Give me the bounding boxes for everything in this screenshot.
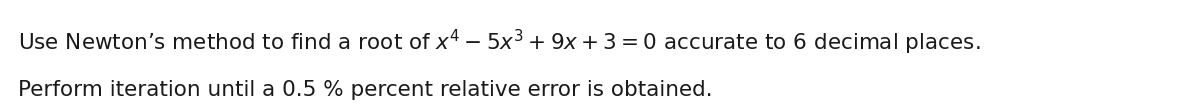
Text: Perform iteration until a 0.5 % percent relative error is obtained.: Perform iteration until a 0.5 % percent … xyxy=(18,80,712,100)
Text: Use Newton’s method to find a root of $x^4 - 5x^3 + 9x + 3 = 0$ accurate to 6 de: Use Newton’s method to find a root of $x… xyxy=(18,28,981,57)
